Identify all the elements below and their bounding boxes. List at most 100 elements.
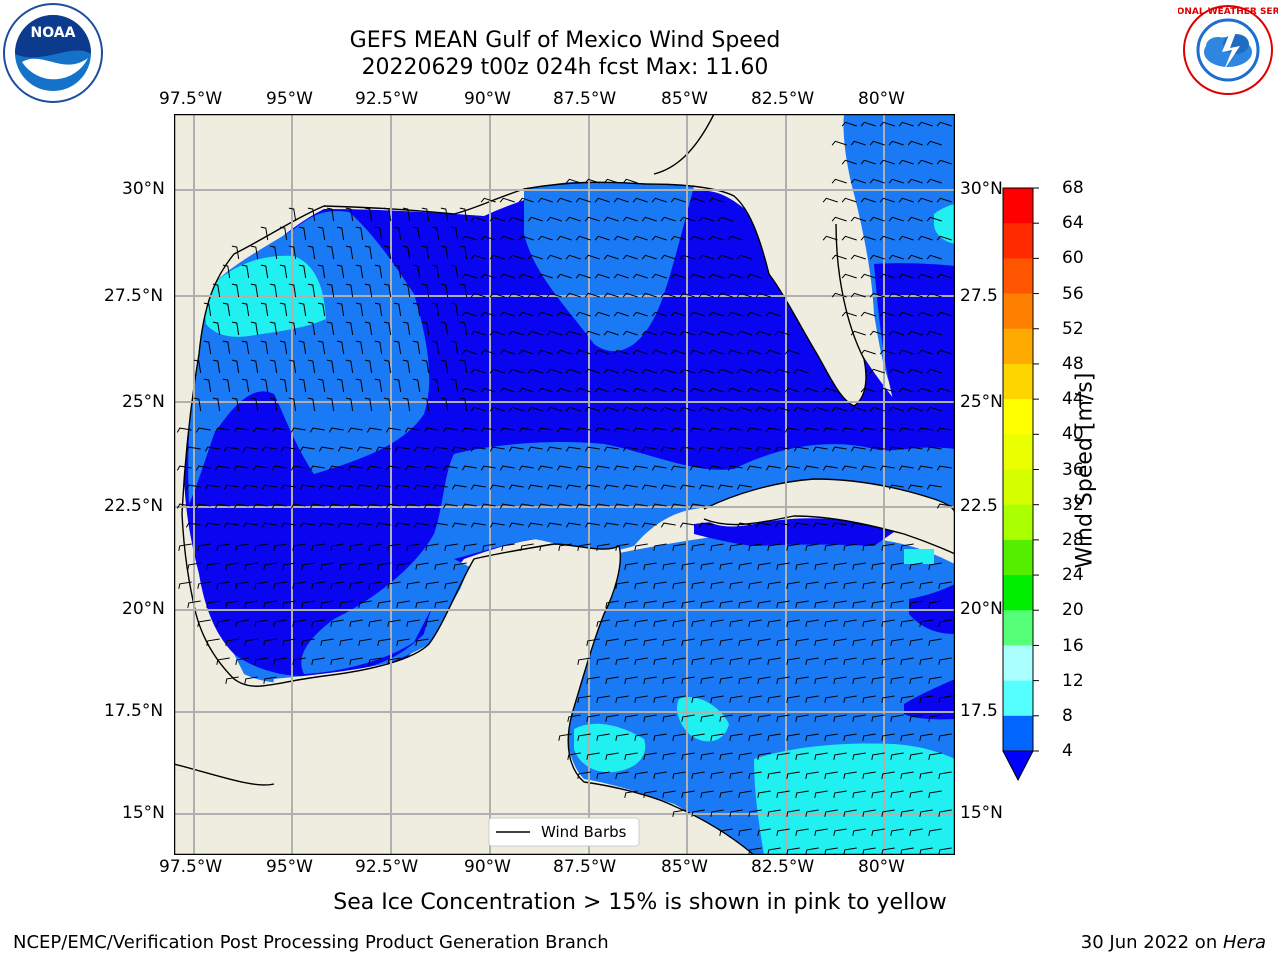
wind-barb	[508, 446, 524, 452]
colorbar-segment	[1003, 328, 1033, 365]
wind-barb	[814, 562, 828, 570]
wind-barb	[767, 619, 781, 627]
wind-barb	[719, 676, 733, 684]
colorbar-segment	[1003, 258, 1033, 295]
colorbar-tick: 56	[1062, 284, 1084, 304]
colorbar-segment	[1003, 645, 1033, 682]
wind-barb	[537, 465, 553, 471]
wind-barb	[605, 676, 619, 684]
wind-barb	[738, 828, 752, 836]
wind-barb	[615, 619, 629, 627]
wind-barb	[700, 562, 714, 570]
lon-label-bottom: 80°W	[858, 857, 905, 877]
wind-barb	[755, 292, 771, 298]
wind-barb	[290, 465, 306, 471]
wind-barb	[653, 733, 667, 741]
wind-barb	[879, 387, 895, 393]
wind-barb	[260, 340, 269, 355]
lon-label-top: 95°W	[266, 89, 313, 109]
wind-barb	[225, 638, 239, 646]
wind-barb	[767, 581, 781, 589]
wind-barb	[364, 207, 373, 222]
wind-barb	[888, 330, 904, 336]
wind-barb	[241, 340, 250, 355]
wind-barb	[888, 216, 904, 222]
wind-barb	[698, 330, 714, 336]
wind-barb	[254, 581, 268, 589]
wind-barb	[318, 484, 334, 490]
wind-barb	[843, 771, 857, 779]
wind-barb	[431, 340, 440, 355]
wind-barb	[926, 140, 942, 146]
wind-barb	[622, 292, 638, 298]
wind-barb	[719, 600, 733, 608]
wind-barb	[729, 809, 743, 817]
colorbar-ticks: 68 64 60 56 52 48 44 40 36 32 28 24 20 1…	[1062, 178, 1112, 768]
wind-barb	[793, 406, 809, 412]
wind-barb	[393, 378, 402, 393]
wind-barb	[643, 752, 657, 760]
wind-barb	[450, 340, 459, 355]
wind-barb	[565, 216, 581, 222]
wind-barb	[681, 714, 695, 722]
wind-barb	[358, 562, 372, 570]
wind-barb	[936, 197, 952, 203]
wind-barb	[402, 207, 411, 222]
wind-barb	[651, 465, 667, 471]
wind-barb	[444, 581, 458, 589]
wind-barb	[214, 427, 230, 433]
colorbar-tick: 60	[1062, 248, 1084, 268]
wind-barb	[890, 562, 904, 570]
wind-barb	[355, 378, 364, 393]
wind-barb	[298, 264, 307, 279]
wind-barb	[691, 733, 705, 741]
wind-barb	[841, 465, 857, 471]
wind-barb	[634, 733, 648, 741]
wind-barb	[888, 140, 904, 146]
wind-barb	[290, 503, 306, 509]
wind-barb	[860, 235, 876, 241]
wind-barb	[537, 235, 553, 241]
wind-barb	[850, 446, 866, 452]
wind-barb	[795, 828, 809, 836]
wind-barb	[225, 562, 239, 570]
wind-barb	[738, 638, 752, 646]
wind-barb	[282, 562, 296, 570]
wind-barb	[881, 695, 895, 703]
lon-label-top: 82.5°W	[751, 89, 815, 109]
wind-barb	[679, 330, 695, 336]
wind-barb	[757, 638, 771, 646]
wind-barb	[489, 484, 505, 490]
wind-barb	[765, 311, 781, 317]
wind-barb	[672, 733, 686, 741]
wind-barb	[307, 359, 316, 374]
colorbar-tick: 36	[1062, 460, 1084, 480]
wind-barb	[269, 321, 278, 336]
wind-barb	[499, 349, 515, 355]
wind-barb	[546, 406, 562, 412]
wind-barb	[225, 676, 239, 684]
wind-barb	[900, 771, 914, 779]
wind-barb	[748, 695, 762, 703]
wind-barb	[337, 484, 353, 490]
wind-barb	[279, 226, 288, 241]
wind-barb	[624, 714, 638, 722]
wind-barb	[463, 543, 477, 551]
wind-barb	[307, 397, 316, 412]
wind-barb	[710, 695, 724, 703]
wind-barb	[508, 292, 524, 298]
wind-barb	[917, 387, 933, 393]
wind-barb	[480, 503, 496, 509]
wind-barb	[349, 657, 363, 665]
wind-barb	[546, 446, 562, 452]
wind-barb	[653, 771, 667, 779]
wind-barb	[672, 771, 686, 779]
wind-barb	[288, 397, 297, 412]
lon-label-bottom: 87.5°W	[553, 857, 617, 877]
wind-barb	[565, 178, 581, 184]
wind-barb	[575, 387, 591, 393]
wind-barb	[719, 562, 733, 570]
wind-barb	[603, 484, 619, 490]
wind-barb	[518, 235, 534, 241]
colorbar-tick: 20	[1062, 600, 1084, 620]
